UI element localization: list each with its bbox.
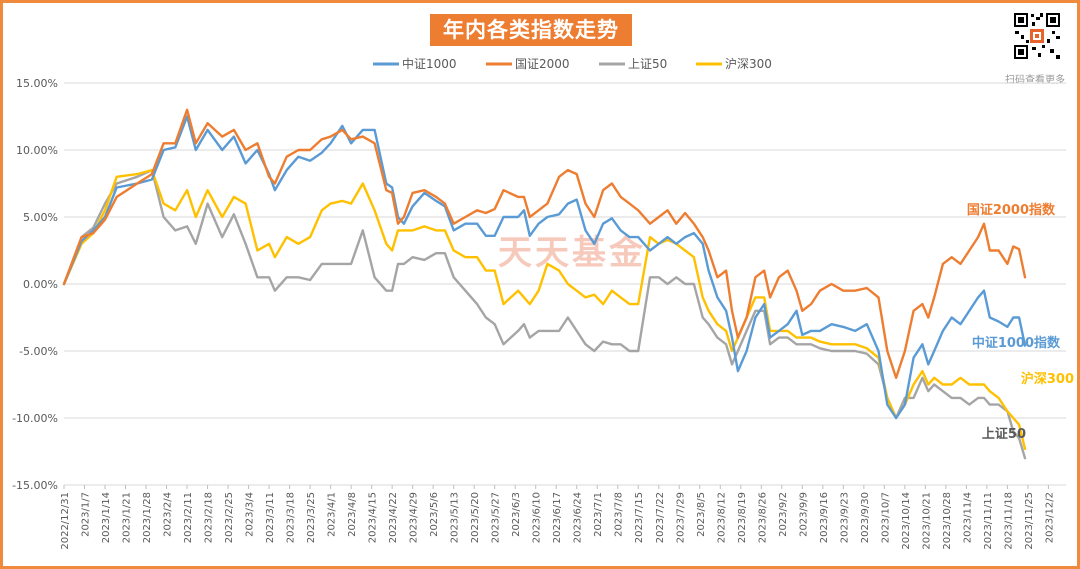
x-tick-label: 2023/9/30 — [860, 492, 871, 543]
x-tick-label: 2023/10/14 — [901, 492, 912, 550]
x-tick-label: 2023/8/19 — [737, 492, 748, 543]
x-tick-label: 2023/4/22 — [388, 492, 399, 543]
series-end-label: 国证2000指数 — [967, 202, 1056, 218]
x-tick-label: 2023/2/11 — [183, 492, 194, 543]
series-end-label: 中证1000指数 — [972, 335, 1061, 351]
qr-code-icon[interactable] — [1012, 11, 1062, 61]
x-tick-label: 2023/4/29 — [409, 492, 420, 543]
x-tick-label: 2023/10/7 — [880, 492, 891, 543]
x-tick-label: 2023/10/28 — [942, 492, 953, 550]
x-tick-label: 2023/7/15 — [634, 492, 645, 543]
x-tick-label: 2023/9/9 — [798, 492, 809, 537]
x-tick-label: 2023/5/27 — [491, 492, 502, 543]
y-tick-label: 0.00% — [23, 278, 58, 291]
x-tick-label: 2023/5/20 — [470, 492, 481, 543]
x-tick-label: 2023/4/15 — [368, 492, 379, 543]
x-tick-label: 2023/1/14 — [101, 492, 112, 543]
x-tick-label: 2023/8/12 — [716, 492, 727, 543]
x-tick-label: 2023/9/16 — [819, 492, 830, 543]
x-tick-label: 2023/5/13 — [450, 492, 461, 543]
y-tick-label: -10.00% — [12, 412, 58, 425]
series-end-label: 沪深300 — [1021, 371, 1074, 387]
x-tick-label: 2023/1/28 — [142, 492, 153, 543]
x-tick-label: 2023/6/10 — [532, 492, 543, 543]
x-tick-label: 2023/11/11 — [983, 492, 994, 550]
series-line — [62, 108, 1027, 379]
x-tick-label: 2023/4/1 — [327, 492, 338, 537]
x-tick-label: 2023/11/25 — [1024, 492, 1035, 550]
x-tick-label: 2023/11/4 — [962, 492, 973, 543]
x-tick-label: 2023/9/23 — [839, 492, 850, 543]
y-tick-label: -5.00% — [19, 345, 58, 358]
y-tick-label: -15.00% — [12, 479, 58, 492]
x-tick-label: 2023/3/4 — [245, 492, 256, 537]
legend-label: 上证50 — [628, 57, 667, 71]
x-tick-label: 2023/2/4 — [163, 492, 174, 537]
x-tick-label: 2023/1/21 — [122, 492, 133, 543]
legend-label: 中证1000 — [402, 56, 457, 71]
x-tick-label: 2023/7/29 — [675, 492, 686, 543]
x-tick-label: 2023/6/3 — [511, 492, 522, 537]
series-end-label: 上证50 — [982, 427, 1026, 442]
chart-title: 年内各类指数走势 — [430, 14, 632, 46]
x-tick-label: 2023/12/2 — [1044, 492, 1055, 543]
series-line — [62, 115, 1027, 420]
legend-label: 沪深300 — [725, 57, 772, 71]
x-tick-label: 2023/10/21 — [921, 492, 932, 550]
watermark: 天天基金 — [498, 233, 646, 273]
x-tick-label: 2023/2/25 — [224, 492, 235, 543]
x-tick-label: 2023/11/18 — [1003, 492, 1014, 550]
y-tick-label: 15.00% — [16, 77, 58, 90]
y-tick-label: 5.00% — [23, 211, 58, 224]
x-tick-label: 2023/6/17 — [552, 492, 563, 543]
x-tick-label: 2023/1/7 — [81, 492, 92, 537]
x-tick-label: 2023/7/22 — [655, 492, 666, 543]
legend-label: 国证2000 — [515, 57, 570, 71]
x-tick-label: 2023/7/1 — [593, 492, 604, 537]
x-tick-label: 2023/3/11 — [265, 492, 276, 543]
x-tick-label: 2023/6/24 — [573, 492, 584, 543]
x-tick-label: 2022/12/31 — [60, 492, 71, 550]
y-tick-label: 10.00% — [16, 144, 58, 157]
x-tick-label: 2023/8/26 — [757, 492, 768, 543]
x-tick-label: 2023/3/25 — [306, 492, 317, 543]
x-tick-label: 2023/9/2 — [778, 492, 789, 537]
x-tick-label: 2023/2/18 — [204, 492, 215, 543]
x-tick-label: 2023/7/8 — [614, 492, 625, 537]
x-tick-label: 2023/4/8 — [347, 492, 358, 537]
x-tick-label: 2023/3/18 — [286, 492, 297, 543]
x-tick-label: 2023/5/6 — [429, 492, 440, 537]
x-tick-label: 2023/8/5 — [696, 492, 707, 537]
qr-caption: 扫码查看更多 — [1005, 75, 1065, 86]
